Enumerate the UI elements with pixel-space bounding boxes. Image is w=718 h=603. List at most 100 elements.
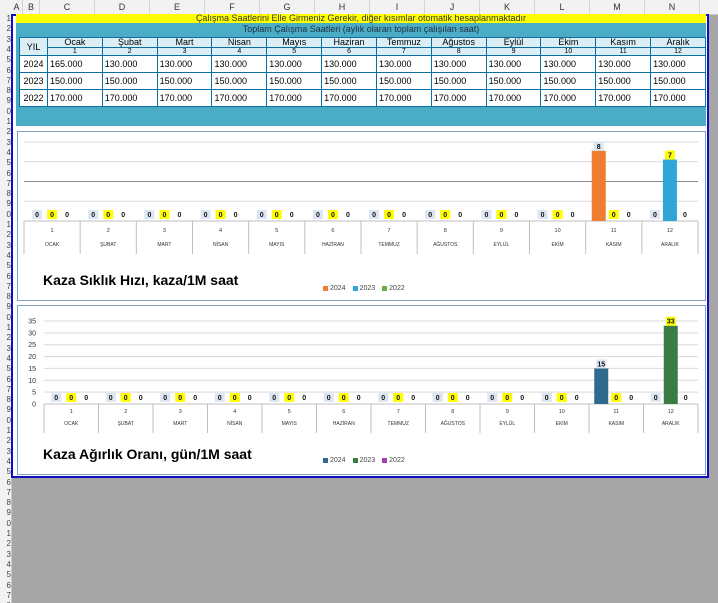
row-header[interactable]: 0 [6, 415, 11, 425]
year-cell[interactable]: 2023 [19, 72, 48, 90]
row-header[interactable]: 2 [6, 24, 11, 34]
year-cell[interactable]: 2024 [19, 55, 48, 73]
row-header[interactable]: 2 [6, 230, 11, 240]
hours-cell[interactable]: 150.000 [650, 72, 706, 90]
hours-cell[interactable]: 150.000 [156, 72, 213, 90]
row-header[interactable]: 8 [6, 292, 11, 302]
hours-cell[interactable]: 130.000 [430, 55, 487, 73]
row-header[interactable]: 3 [6, 549, 11, 559]
row-header[interactable]: 8 [6, 86, 11, 96]
column-header-a[interactable]: A [11, 0, 23, 14]
column-header-h[interactable]: H [315, 0, 370, 14]
hours-cell[interactable]: 130.000 [540, 55, 597, 73]
column-header-k[interactable]: K [480, 0, 535, 14]
row-header[interactable]: 6 [6, 168, 11, 178]
row-header[interactable]: 4 [6, 353, 11, 363]
row-header[interactable]: 0 [6, 209, 11, 219]
accident-severity-chart[interactable]: 0 5 10 15 20 25 30 35 1 OCAK 2 ŞUBAT 3 MART 4 NİSAN 5 MAY… [17, 305, 706, 475]
column-header-b[interactable]: B [23, 0, 40, 14]
hours-cell[interactable]: 130.000 [321, 55, 377, 73]
legend-item-2022[interactable]: 2022 [382, 285, 405, 292]
hours-cell[interactable]: 130.000 [101, 55, 158, 73]
row-header[interactable]: 3 [6, 446, 11, 456]
hours-cell[interactable]: 130.000 [485, 55, 542, 73]
row-header[interactable]: 6 [6, 580, 11, 590]
hours-cell[interactable]: 165.000 [46, 55, 103, 73]
row-header[interactable]: 3 [6, 137, 11, 147]
bar-2024[interactable] [591, 150, 606, 221]
row-header[interactable]: 3 [6, 34, 11, 44]
row-header[interactable]: 7 [6, 590, 11, 600]
hours-cell[interactable]: 130.000 [266, 55, 323, 73]
row-header[interactable]: 1 [6, 117, 11, 126]
column-header-n[interactable]: N [645, 0, 700, 14]
row-header[interactable]: 4 [6, 250, 11, 260]
legend-item-2023[interactable]: 2023 [352, 285, 375, 292]
row-header[interactable]: 4 [6, 456, 11, 466]
row-header[interactable]: 5 [6, 570, 11, 580]
bar-2023[interactable] [663, 325, 678, 404]
row-header[interactable]: 2 [6, 127, 11, 137]
column-header-c[interactable]: C [40, 0, 95, 14]
hours-cell[interactable]: 130.000 [650, 55, 706, 73]
row-header[interactable]: 7 [6, 178, 11, 188]
row-header[interactable]: 4 [6, 559, 11, 569]
row-header[interactable]: 7 [6, 384, 11, 394]
row-header[interactable]: 2 [6, 539, 11, 549]
hours-cell[interactable]: 150.000 [375, 72, 432, 90]
hours-cell[interactable]: 150.000 [266, 72, 323, 90]
hours-cell[interactable]: 170.000 [650, 89, 706, 107]
row-header[interactable]: 1 [6, 426, 11, 435]
hours-cell[interactable]: 170.000 [375, 89, 432, 107]
hours-cell[interactable]: 170.000 [430, 89, 487, 107]
row-header[interactable]: 6 [6, 374, 11, 384]
row-header[interactable]: 9 [6, 508, 11, 518]
row-header[interactable]: 1 [6, 220, 11, 229]
hours-cell[interactable]: 130.000 [375, 55, 432, 73]
row-header[interactable]: 0 [6, 312, 11, 322]
bar-2023[interactable] [662, 159, 677, 221]
row-header[interactable]: 4 [6, 147, 11, 157]
hours-cell[interactable]: 170.000 [46, 89, 103, 107]
row-header[interactable]: 9 [6, 302, 11, 312]
row-header[interactable]: 7 [6, 75, 11, 85]
row-header[interactable]: 8 [6, 498, 11, 508]
column-header-e[interactable]: E [150, 0, 205, 14]
bar-2024[interactable] [594, 368, 609, 404]
hours-cell[interactable]: 150.000 [321, 72, 377, 90]
row-header[interactable]: 9 [6, 199, 11, 209]
row-header[interactable]: 5 [6, 467, 11, 477]
row-header[interactable]: 5 [6, 158, 11, 168]
column-header-l[interactable]: L [535, 0, 590, 14]
hours-cell[interactable]: 170.000 [540, 89, 597, 107]
hours-cell[interactable]: 170.000 [101, 89, 158, 107]
row-header[interactable]: 1 [6, 14, 11, 23]
column-header-f[interactable]: F [205, 0, 260, 14]
row-header[interactable]: 0 [6, 106, 11, 116]
column-header-j[interactable]: J [425, 0, 480, 14]
row-header[interactable]: 8 [6, 189, 11, 199]
hours-cell[interactable]: 170.000 [266, 89, 323, 107]
row-header[interactable]: 8 [6, 395, 11, 405]
hours-cell[interactable]: 170.000 [211, 89, 268, 107]
hours-cell[interactable]: 130.000 [595, 55, 652, 73]
hours-cell[interactable]: 130.000 [211, 55, 268, 73]
row-header[interactable]: 5 [6, 55, 11, 65]
row-header[interactable]: 9 [6, 405, 11, 415]
row-header[interactable]: 1 [6, 529, 11, 538]
row-header[interactable]: 2 [6, 333, 11, 343]
hours-cell[interactable]: 150.000 [430, 72, 487, 90]
row-header[interactable]: 6 [6, 477, 11, 487]
column-header-d[interactable]: D [95, 0, 150, 14]
legend-item-2022[interactable]: 2022 [382, 457, 405, 464]
hours-cell[interactable]: 150.000 [595, 72, 652, 90]
row-header[interactable]: 3 [6, 240, 11, 250]
hours-cell[interactable]: 150.000 [540, 72, 597, 90]
row-header[interactable]: 1 [6, 323, 11, 332]
accident-frequency-chart[interactable]: 1 OCAK 2 ŞUBAT 3 MART 4 NİSAN 5 MAYIS 6 HAZİRAN 7 TEM… [17, 131, 706, 301]
row-header[interactable]: 6 [6, 271, 11, 281]
row-header[interactable]: 5 [6, 261, 11, 271]
legend-item-2024[interactable]: 2024 [323, 285, 346, 292]
hours-cell[interactable]: 170.000 [321, 89, 377, 107]
hours-cell[interactable]: 150.000 [485, 72, 542, 90]
